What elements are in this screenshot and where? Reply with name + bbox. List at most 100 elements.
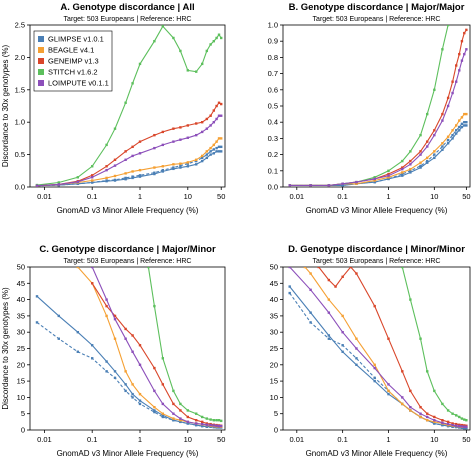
data-point xyxy=(309,272,312,275)
data-point xyxy=(131,334,134,337)
data-point xyxy=(433,150,436,153)
data-point xyxy=(317,267,320,269)
data-point xyxy=(217,419,221,422)
data-point xyxy=(138,344,142,347)
data-point xyxy=(441,145,444,148)
data-point xyxy=(463,121,466,124)
legend: GLIMPSE v1.0.1 BEAGLE v4.1 GENEIMP v1.3 STI… xyxy=(33,30,113,92)
data-point xyxy=(57,337,60,340)
data-point xyxy=(113,314,117,318)
data-point xyxy=(195,422,198,425)
chart-panel-d: D. Genotype discordance | Minor/Minor Tar… xyxy=(270,244,471,458)
data-point xyxy=(463,424,466,427)
data-point xyxy=(426,370,429,373)
data-point xyxy=(90,165,94,168)
data-point xyxy=(458,129,461,132)
panel-subtitle: Target: 503 Europeans | Reference: HRC xyxy=(64,258,192,265)
data-point xyxy=(179,138,182,141)
series-line-6 xyxy=(289,267,467,428)
series-line-4 xyxy=(318,267,467,427)
series-line-6 xyxy=(91,267,222,427)
data-point xyxy=(373,304,376,308)
data-point xyxy=(401,172,404,176)
data-point xyxy=(205,422,209,425)
data-point xyxy=(215,150,218,153)
data-point xyxy=(161,383,165,386)
data-point xyxy=(387,172,390,176)
data-point xyxy=(327,278,331,282)
data-point xyxy=(401,370,404,373)
data-point xyxy=(341,350,344,353)
data-point xyxy=(105,143,108,147)
data-point xyxy=(57,181,60,184)
x-tick-label: 0.01 xyxy=(289,192,304,201)
x-tick-label: 1 xyxy=(138,435,142,444)
data-point xyxy=(441,148,444,151)
data-point xyxy=(373,180,376,184)
data-point xyxy=(76,180,80,184)
data-point xyxy=(334,285,337,288)
y-tick-label: 1.0 xyxy=(268,21,278,30)
x-tick-label: 0.01 xyxy=(289,435,304,444)
data-point xyxy=(465,425,468,428)
data-point xyxy=(172,389,175,393)
data-point xyxy=(131,82,134,85)
data-point xyxy=(341,344,344,347)
series-group xyxy=(35,267,223,429)
data-point xyxy=(161,412,165,415)
y-tick-label: 40 xyxy=(270,295,278,304)
data-point xyxy=(105,370,108,373)
data-point xyxy=(327,298,331,301)
data-point xyxy=(124,101,127,104)
data-point xyxy=(131,176,134,180)
data-point xyxy=(186,136,190,139)
data-point xyxy=(195,412,198,415)
data-point xyxy=(179,420,182,424)
data-point xyxy=(105,165,108,168)
data-point xyxy=(217,145,221,149)
data-point xyxy=(465,48,468,51)
data-point xyxy=(446,142,450,145)
data-point xyxy=(200,156,204,160)
x-tick-label: 50 xyxy=(462,435,470,444)
data-point xyxy=(138,140,142,143)
data-point xyxy=(215,140,218,143)
data-point xyxy=(419,412,422,415)
data-point xyxy=(217,137,221,140)
y-tick-label: 40 xyxy=(17,295,25,304)
data-point xyxy=(195,133,198,137)
data-point xyxy=(220,137,223,140)
data-point xyxy=(195,163,198,166)
data-point xyxy=(373,366,376,370)
data-point xyxy=(373,363,376,366)
data-point xyxy=(161,170,165,173)
y-tick-label: 45 xyxy=(17,279,25,288)
data-point xyxy=(355,272,358,275)
x-axis-label: GnomAD v3 Minor Allele Frequency (%) xyxy=(306,449,448,458)
panel-title: A. Genotype discordance | All xyxy=(60,2,194,13)
data-point xyxy=(465,419,468,422)
data-point xyxy=(455,80,458,83)
legend-swatch xyxy=(38,80,44,86)
data-point xyxy=(387,177,390,181)
data-point xyxy=(205,417,209,420)
data-point xyxy=(172,166,175,169)
data-point xyxy=(455,414,458,417)
series-line-6 xyxy=(289,49,467,186)
data-point xyxy=(90,282,94,285)
series-line-1 xyxy=(36,295,222,428)
data-point xyxy=(200,424,204,428)
data-point xyxy=(451,129,454,132)
y-tick-label: 0.8 xyxy=(268,53,278,62)
data-point xyxy=(433,129,436,132)
data-point xyxy=(341,184,344,187)
y-tick-label: 50 xyxy=(17,263,25,272)
data-point xyxy=(458,415,461,419)
data-point xyxy=(209,124,212,127)
data-point xyxy=(387,392,390,396)
data-point xyxy=(113,376,117,380)
data-point xyxy=(446,25,450,27)
y-tick-label: 50 xyxy=(270,263,278,272)
data-point xyxy=(426,145,429,148)
data-point xyxy=(409,159,412,163)
